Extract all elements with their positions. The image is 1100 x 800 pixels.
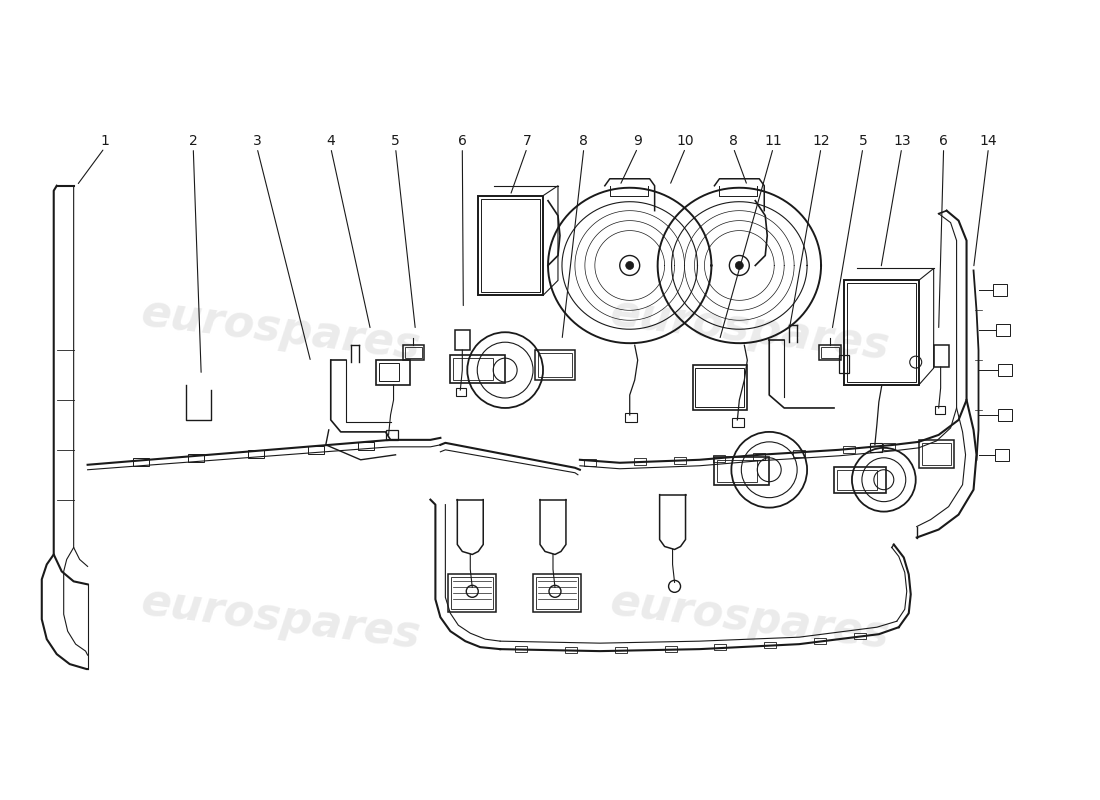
Bar: [839, 355, 849, 373]
Bar: [308, 446, 323, 454]
Bar: [754, 453, 766, 460]
Bar: [999, 409, 1012, 421]
Bar: [249, 450, 264, 458]
Bar: [378, 363, 398, 381]
Text: 10: 10: [676, 134, 694, 148]
Bar: [481, 198, 540, 292]
Bar: [996, 449, 1010, 461]
Bar: [918, 440, 954, 468]
Bar: [455, 330, 471, 350]
Bar: [403, 345, 425, 360]
Bar: [405, 347, 422, 358]
Bar: [673, 457, 685, 464]
Bar: [993, 285, 1008, 296]
Bar: [717, 460, 757, 482]
Text: 1: 1: [100, 134, 109, 148]
Bar: [515, 646, 527, 652]
Bar: [922, 443, 950, 465]
Bar: [854, 633, 866, 639]
Bar: [538, 353, 572, 377]
Bar: [615, 647, 627, 653]
Bar: [843, 446, 855, 453]
Bar: [870, 443, 882, 452]
Text: 6: 6: [939, 134, 948, 148]
Text: 2: 2: [189, 134, 198, 148]
Bar: [565, 647, 576, 653]
Circle shape: [626, 262, 634, 270]
Bar: [834, 466, 886, 493]
Text: 11: 11: [764, 134, 782, 148]
Bar: [997, 324, 1011, 336]
Bar: [451, 578, 493, 610]
Bar: [456, 388, 466, 396]
Bar: [714, 457, 769, 485]
Bar: [375, 360, 410, 385]
Bar: [934, 345, 948, 367]
Text: 8: 8: [729, 134, 738, 148]
Text: 5: 5: [858, 134, 867, 148]
Bar: [133, 458, 150, 466]
Bar: [535, 350, 575, 380]
Bar: [584, 458, 596, 466]
Bar: [188, 454, 205, 462]
Bar: [634, 458, 646, 465]
Text: 13: 13: [893, 134, 911, 148]
Text: 8: 8: [580, 134, 588, 148]
Text: eurospares: eurospares: [139, 581, 424, 658]
Circle shape: [736, 262, 744, 270]
Bar: [478, 196, 543, 295]
Bar: [821, 347, 839, 358]
Bar: [453, 358, 493, 380]
Bar: [733, 418, 745, 427]
Bar: [695, 368, 745, 407]
Bar: [386, 430, 397, 440]
Text: 7: 7: [522, 134, 531, 148]
Bar: [847, 283, 915, 382]
Bar: [693, 365, 747, 410]
Bar: [844, 281, 918, 385]
Bar: [837, 470, 877, 490]
Text: 14: 14: [980, 134, 998, 148]
Text: 12: 12: [812, 134, 829, 148]
Text: eurospares: eurospares: [607, 292, 892, 369]
Bar: [450, 355, 505, 383]
Text: eurospares: eurospares: [607, 581, 892, 658]
Bar: [764, 642, 777, 648]
Bar: [449, 574, 496, 612]
Bar: [820, 345, 842, 360]
Bar: [714, 455, 725, 462]
Bar: [793, 450, 805, 457]
Bar: [883, 443, 894, 450]
Bar: [935, 406, 945, 414]
Bar: [358, 442, 374, 450]
Text: 4: 4: [327, 134, 336, 148]
Text: eurospares: eurospares: [139, 292, 424, 369]
Text: 9: 9: [634, 134, 642, 148]
Bar: [534, 574, 581, 612]
Bar: [814, 638, 826, 644]
Bar: [999, 364, 1012, 376]
Bar: [714, 644, 726, 650]
Bar: [664, 646, 676, 652]
Text: 6: 6: [458, 134, 466, 148]
Text: 3: 3: [253, 134, 262, 148]
Bar: [536, 578, 578, 610]
Bar: [625, 413, 637, 422]
Text: 5: 5: [392, 134, 400, 148]
